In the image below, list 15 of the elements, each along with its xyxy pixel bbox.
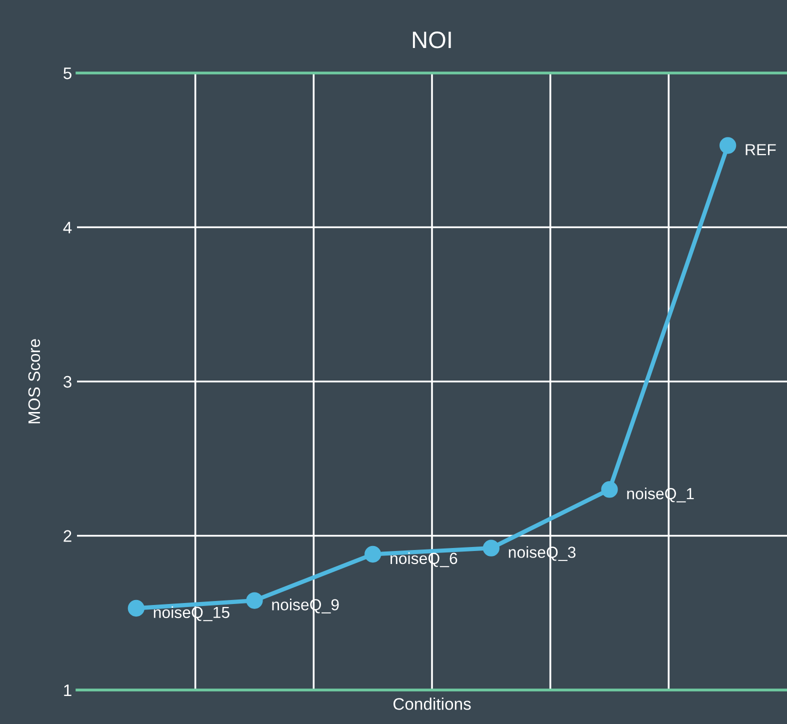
- y-tick-label: 4: [63, 222, 72, 234]
- y-axis-title: MOS Score: [28, 339, 40, 424]
- y-tick-label: 2: [64, 530, 72, 542]
- point: [128, 600, 144, 617]
- point: [482, 540, 500, 556]
- y-tick-label: 5: [64, 68, 72, 80]
- point: [364, 546, 382, 563]
- annotation: REF: [746, 144, 776, 156]
- point: [601, 481, 618, 498]
- point: [246, 592, 263, 609]
- point: [720, 137, 736, 154]
- x-axis-title: Conditions: [393, 698, 471, 710]
- y-tick-label: 1: [64, 684, 72, 696]
- chart-title: NOI: [412, 32, 451, 48]
- y-tick-label: 3: [64, 376, 72, 388]
